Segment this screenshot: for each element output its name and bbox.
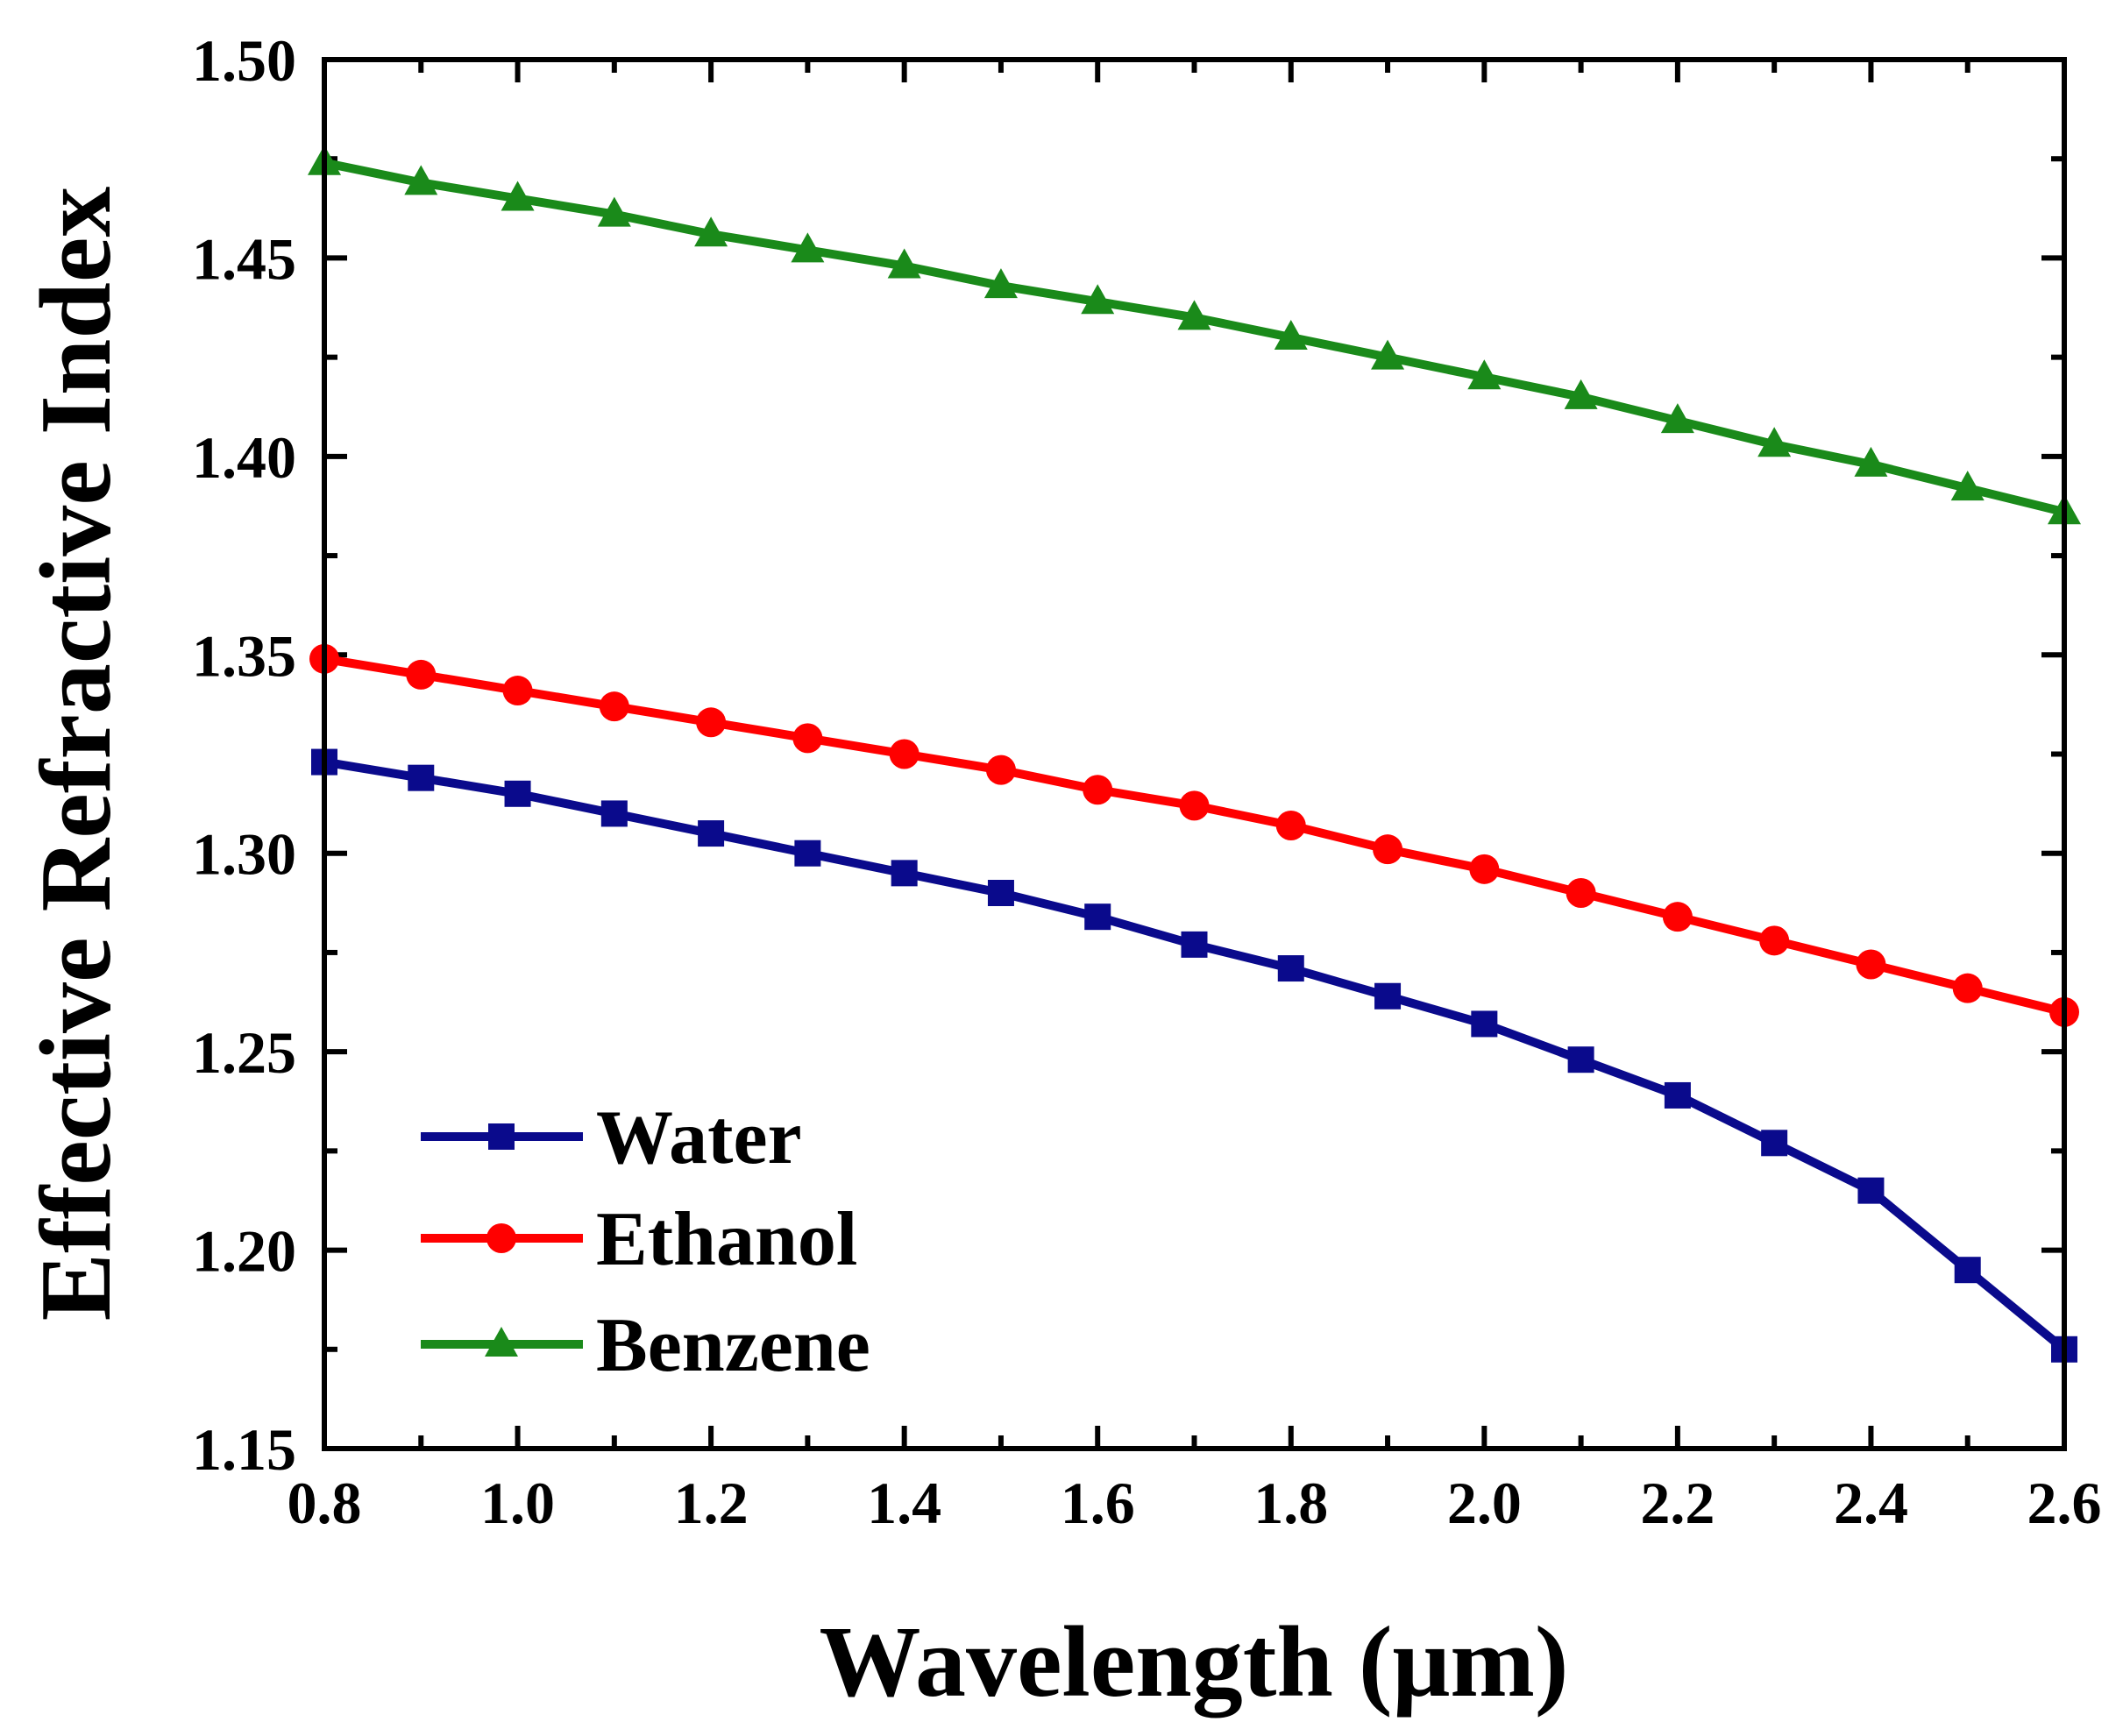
series-layer: [308, 145, 2081, 1363]
data-point-water: [1664, 1081, 1691, 1109]
y-tick-label: 1.15: [192, 1416, 296, 1483]
data-point-ethanol: [599, 691, 629, 722]
data-point-ethanol: [1759, 925, 1790, 956]
series-line-water: [323, 757, 2068, 1353]
data-point-water: [794, 840, 821, 867]
data-point-water: [698, 820, 725, 847]
data-point-ethanol: [502, 676, 533, 706]
data-point-ethanol: [1856, 949, 1886, 980]
x-tick-label: 1.2: [674, 1470, 749, 1536]
series-line-ethanol: [323, 654, 2066, 1017]
data-point-ethanol: [1662, 902, 1693, 932]
data-point-benzene: [404, 165, 438, 195]
data-point-water: [1761, 1130, 1788, 1157]
y-tick-label: 1.50: [192, 27, 296, 94]
series-line-benzene: [323, 158, 2066, 517]
plot-frame: [322, 57, 2067, 1451]
data-point-benzene: [1950, 471, 1985, 501]
data-point-ethanol: [1083, 775, 1113, 805]
x-tick-labels: 0.8 1.0 1.2 1.4 1.6 1.8 2.0 2.2 2.4 2.6: [288, 1470, 2102, 1536]
data-point-ethanol: [1275, 811, 1306, 841]
y-tick-label: 1.20: [192, 1218, 296, 1285]
data-point-water: [1374, 982, 1402, 1010]
legend-label-benzene: Benzene: [596, 1303, 870, 1388]
y-tick-label: 1.45: [192, 225, 296, 292]
data-point-water: [1181, 931, 1208, 958]
y-tick-label: 1.25: [192, 1019, 296, 1086]
data-point-ethanol: [792, 723, 823, 754]
series-ethanol: [309, 643, 2079, 1027]
data-point-benzene: [1564, 379, 1598, 409]
x-tick-label: 2.4: [1834, 1470, 1908, 1536]
data-point-ethanol: [1179, 790, 1210, 821]
data-point-benzene: [501, 181, 535, 211]
y-tick-label: 1.35: [192, 622, 296, 689]
data-point-benzene: [1854, 446, 1888, 477]
x-tick-label: 1.4: [867, 1470, 941, 1536]
data-point-water: [1277, 955, 1304, 982]
data-point-water: [408, 764, 435, 791]
data-point-benzene: [983, 268, 1018, 299]
x-tick-label: 2.0: [1447, 1470, 1522, 1536]
data-point-ethanol: [1566, 878, 1596, 908]
series-water: [311, 748, 2077, 1363]
data-point-ethanol: [696, 707, 727, 738]
data-point-benzene: [1660, 403, 1694, 434]
legend: Water Ethanol Benzene: [421, 1095, 870, 1388]
x-tick-label: 1.6: [1061, 1470, 1135, 1536]
data-point-ethanol: [889, 739, 919, 769]
data-point-water: [987, 880, 1014, 906]
x-tick-label: 2.2: [1640, 1470, 1715, 1536]
x-tick-label: 2.6: [2027, 1470, 2102, 1536]
data-point-ethanol: [1469, 854, 1500, 884]
data-point-benzene: [597, 196, 631, 227]
x-tick-label: 1.8: [1253, 1470, 1328, 1536]
data-point-benzene: [1274, 320, 1308, 350]
legend-marker-benzene: [485, 1327, 518, 1357]
data-point-benzene: [1081, 284, 1115, 315]
data-point-water: [891, 860, 918, 887]
data-point-benzene: [1371, 339, 1405, 370]
data-point-water: [504, 780, 531, 807]
legend-marker-ethanol: [486, 1223, 516, 1253]
axis-ticks: [322, 57, 2067, 1451]
data-point-ethanol: [1373, 834, 1403, 865]
data-point-benzene: [694, 216, 728, 247]
y-tick-label: 1.30: [192, 821, 296, 888]
data-point-benzene: [1757, 427, 1792, 457]
legend-marker-water: [488, 1123, 515, 1150]
y-tick-label: 1.40: [192, 424, 296, 491]
series-benzene: [308, 145, 2081, 525]
data-point-benzene: [1467, 359, 1502, 390]
y-tick-labels: 1.15 1.20 1.25 1.30 1.35 1.40 1.45 1.50: [192, 27, 296, 1483]
data-point-water: [1084, 903, 1111, 931]
data-point-water: [600, 800, 628, 827]
data-point-ethanol: [1952, 973, 1983, 1003]
data-point-benzene: [887, 248, 921, 279]
x-tick-label: 0.8: [288, 1470, 362, 1536]
legend-label-ethanol: Ethanol: [596, 1197, 857, 1282]
data-point-ethanol: [985, 755, 1016, 785]
legend-label-water: Water: [596, 1095, 802, 1180]
data-point-ethanol: [406, 659, 437, 690]
x-axis-title: Wavelength (μm): [819, 1606, 1568, 1718]
y-axis-title: Effective Refractive Index: [20, 187, 132, 1321]
data-point-water: [1471, 1010, 1498, 1038]
data-point-benzene: [1177, 300, 1211, 330]
data-point-benzene: [791, 232, 825, 263]
data-point-water: [1954, 1257, 1981, 1284]
data-point-water: [1857, 1177, 1885, 1204]
data-point-water: [1567, 1046, 1594, 1073]
x-tick-label: 1.0: [480, 1470, 555, 1536]
